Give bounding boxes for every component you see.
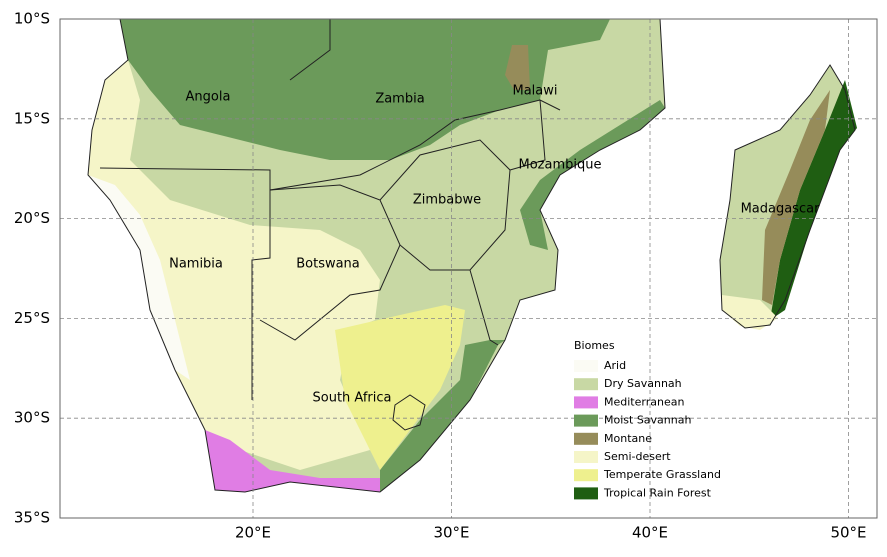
lat-label: 10°S — [14, 10, 50, 28]
lon-label: 20°E — [235, 524, 271, 542]
coast — [87, 18, 666, 493]
lon-label: 40°E — [632, 524, 668, 542]
border — [289, 19, 331, 81]
legend-swatch — [574, 378, 598, 391]
madagascar-coast — [719, 64, 856, 329]
legend-label: Semi-desert — [604, 450, 671, 463]
border — [469, 269, 499, 346]
arid — [88, 175, 190, 380]
borders — [87, 18, 856, 493]
border — [251, 185, 271, 400]
frame — [59, 18, 878, 519]
montane — [505, 45, 530, 90]
legend-swatch — [574, 414, 598, 427]
montane — [762, 90, 830, 305]
lat-label: 35°S — [14, 509, 50, 527]
country-label: Namibia — [169, 257, 223, 272]
mediterranean — [205, 430, 380, 492]
moist-savannah — [120, 19, 610, 160]
legend-label: Montane — [604, 432, 652, 445]
biomes — [88, 19, 857, 492]
legend: Arid Dry Savannah Mediterranean Moist Savan… — [574, 359, 721, 500]
border — [99, 99, 541, 191]
lesotho — [392, 394, 426, 431]
border — [509, 99, 561, 171]
semi-desert — [88, 60, 380, 470]
country-label: Madagascar — [741, 202, 821, 217]
legend-swatch — [574, 396, 598, 409]
temperate-grassland — [335, 305, 465, 470]
legend-swatch — [574, 360, 598, 372]
legend-swatch — [574, 469, 598, 482]
lat-label: 30°S — [14, 409, 50, 427]
lon-label: 50°E — [830, 524, 866, 542]
moist-savannah — [380, 340, 505, 492]
lat-label: 25°S — [14, 309, 50, 327]
legend-label: Tropical Rain Forest — [603, 486, 712, 499]
legend-label: Mediterranean — [604, 395, 684, 408]
border — [379, 139, 511, 271]
legend-label: Temperate Grassland — [603, 468, 721, 481]
country-label: Botswana — [296, 257, 360, 272]
lon-label: 30°E — [433, 524, 469, 542]
country-label: Malawi — [512, 84, 557, 99]
moist-savannah — [520, 100, 665, 250]
border — [259, 184, 401, 341]
rain-forest — [770, 80, 857, 320]
country-label: South Africa — [313, 391, 392, 406]
country-label: Angola — [186, 90, 231, 105]
lat-label: 15°S — [14, 109, 50, 127]
legend-swatch — [574, 432, 598, 445]
legend-label: Dry Savannah — [604, 377, 682, 390]
country-label: Zambia — [375, 92, 424, 107]
country-label: Zimbabwe — [413, 193, 481, 208]
country-label: Mozambique — [519, 158, 602, 173]
legend-label: Moist Savannah — [604, 414, 691, 427]
legend-swatch — [574, 487, 598, 500]
legend-label: Arid — [604, 359, 626, 372]
lat-label: 20°S — [14, 209, 50, 227]
legend-title: Biomes — [574, 339, 615, 352]
legend-swatch — [574, 451, 598, 463]
